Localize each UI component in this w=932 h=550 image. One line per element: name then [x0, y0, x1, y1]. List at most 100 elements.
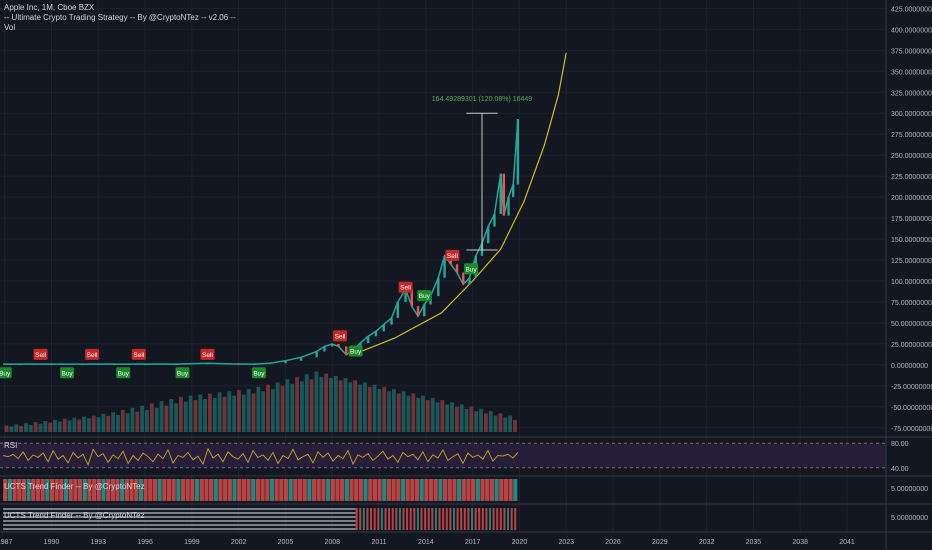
volume-bar — [33, 422, 38, 432]
ucts1-bar — [68, 479, 73, 501]
ucts2-stripe — [3, 520, 356, 522]
volume-bar — [508, 415, 513, 432]
signal-box — [60, 367, 75, 379]
ucts1-bar — [59, 479, 64, 501]
signal-label: Buy — [419, 293, 431, 300]
volume-bar — [67, 420, 72, 432]
ucts1-bar — [503, 479, 509, 501]
signal-label: Buy — [177, 370, 189, 377]
volume-bar — [106, 416, 111, 432]
price-tick-label: -50.00000000 — [891, 405, 932, 412]
ucts1-bar — [414, 479, 420, 501]
volume-bar — [416, 397, 421, 432]
volume-bar — [290, 383, 295, 432]
volume-bar — [314, 371, 319, 432]
volume-bar — [149, 403, 154, 432]
volume-bars — [4, 371, 517, 432]
ucts1-bar — [180, 479, 186, 501]
volume-bar — [140, 405, 145, 432]
ucts2-bar — [406, 508, 409, 530]
price-candle — [81, 364, 84, 366]
signal-box — [398, 281, 413, 293]
buy-signal: Buy — [251, 367, 266, 379]
volume-label[interactable]: Vol — [4, 23, 16, 32]
signal-box — [445, 249, 460, 261]
ucts2-bar — [445, 508, 448, 530]
rsi-tick-label: 40.00 — [891, 466, 909, 473]
price-tick-label: 225.00000000 — [891, 174, 932, 181]
measure-label: 164.49289301 (120.08%) 16449 — [432, 96, 533, 103]
ucts2-bar — [503, 508, 506, 530]
volume-bar — [256, 386, 261, 432]
volume-bar — [280, 385, 285, 432]
ucts2-bar — [373, 508, 376, 530]
volume-bar — [435, 402, 440, 432]
ucts1-bar — [166, 479, 172, 501]
ucts1-bar — [316, 479, 321, 501]
volume-bar — [425, 400, 430, 432]
sell-signal: Sell — [445, 249, 460, 261]
price-candle — [493, 213, 496, 227]
ucts1-bar — [382, 479, 387, 501]
ucts1-bar — [148, 479, 153, 501]
signal-box — [417, 290, 432, 302]
time-tick-label: 2011 — [372, 539, 387, 546]
time-tick-label: 2005 — [278, 539, 294, 546]
price-axis[interactable]: 425.00000000 400.00000000 375.00000000 350.… — [885, 0, 932, 550]
signal-box — [175, 367, 190, 379]
sell-signal: Sell — [131, 348, 146, 360]
ucts2-bar — [499, 508, 502, 530]
ucts1-bar — [340, 479, 345, 501]
ucts1-bar — [499, 479, 504, 501]
ucts2-bar — [481, 508, 484, 530]
signal-box — [251, 367, 266, 379]
price-candle — [175, 364, 178, 366]
price-tick-label: 200.00000000 — [891, 195, 932, 202]
volume-bar — [469, 406, 474, 432]
ucts2-bar — [460, 508, 463, 530]
time-axis[interactable]: 1987 1990 1993 1996 1999 2002 2005 2008 2011 2014… — [0, 531, 932, 546]
price-candle — [206, 363, 209, 365]
price-tick-label: 175.00000000 — [891, 216, 932, 223]
rsi-label[interactable]: RSI — [4, 441, 18, 450]
ucts-label-2[interactable]: UCTS Trend Finder -- By @CryptoNTez — [4, 511, 145, 520]
ucts2-bar — [442, 508, 445, 530]
volume-bar — [396, 393, 401, 432]
ucts2-stripe — [3, 512, 356, 514]
volume-bar — [9, 426, 14, 432]
measure-tool[interactable]: 164.49289301 (120.08%) 16449 — [432, 96, 533, 251]
ucts1-bar — [260, 479, 265, 501]
ucts1-bar — [213, 479, 218, 501]
time-tick-label: 1993 — [90, 539, 106, 546]
ucts1-bar — [82, 479, 87, 501]
price-candle — [462, 272, 465, 285]
ucts-label-1[interactable]: UCTS Trend Finder -- By @CryptoNTez — [4, 482, 145, 491]
time-tick-label: 2008 — [324, 539, 340, 546]
signal-markers: Sell Sell Sell Sell Sell Sell Sell Buy Buy Buy Buy… — [0, 249, 479, 379]
volume-bar — [4, 425, 9, 432]
ucts1-bar — [457, 479, 462, 501]
ucts2-bar — [409, 508, 412, 530]
symbol-title[interactable]: Apple Inc, 1M, Cboe BZX — [4, 3, 95, 12]
volume-bar — [241, 394, 246, 432]
price-tick-label: 25.00000000 — [891, 342, 932, 349]
price-candle — [323, 346, 326, 352]
ucts1-bar — [73, 479, 78, 501]
ucts1-bar — [274, 479, 279, 501]
price-candle — [443, 255, 446, 278]
ucts2-bar — [391, 508, 394, 530]
price-tick-label: 375.00000000 — [891, 48, 932, 55]
ucts1-bar — [344, 479, 349, 501]
ucts2-bar — [507, 508, 510, 530]
price-candle — [499, 173, 502, 214]
signal-label: Sell — [202, 352, 213, 359]
strategy-title[interactable]: -- Ultimate Crypto Trading Strategy -- B… — [4, 13, 236, 22]
volume-bar — [387, 391, 391, 432]
ucts2-bar — [514, 508, 517, 530]
price-tick-label: 150.00000000 — [891, 237, 932, 244]
volume-bar — [382, 386, 387, 432]
volume-bar — [333, 375, 338, 432]
ucts2-bar — [471, 508, 474, 530]
time-tick-label: 1996 — [137, 539, 153, 546]
